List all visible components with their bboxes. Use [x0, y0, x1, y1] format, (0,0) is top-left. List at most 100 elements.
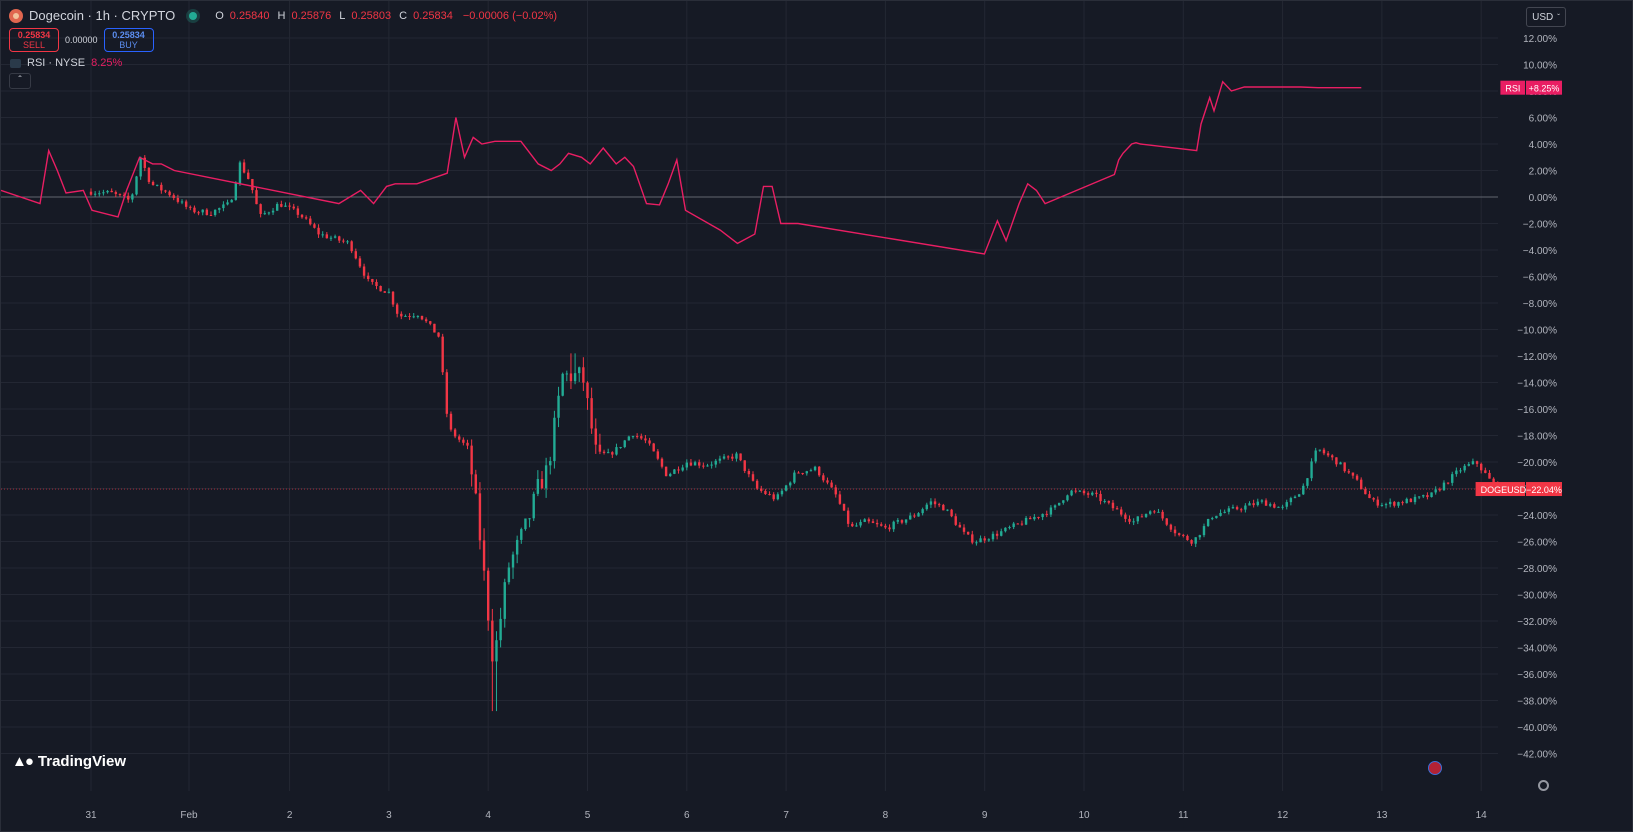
candle-body	[478, 493, 482, 541]
y-axis-tick-label: 12.00%	[1523, 34, 1557, 45]
tradingview-logo[interactable]: ▲● TradingView	[12, 753, 126, 770]
y-axis-tick-label: −4.00%	[1523, 246, 1557, 257]
candle-body	[867, 519, 871, 522]
buy-label: BUY	[119, 40, 138, 50]
candle	[309, 215, 312, 226]
candle-body	[979, 538, 982, 543]
collapse-legend-button[interactable]: ˆ	[9, 73, 31, 89]
candle	[656, 449, 660, 461]
candle-body	[813, 466, 817, 471]
rsi-last-tag-label: RSI	[1505, 84, 1520, 94]
candle-body	[549, 461, 552, 466]
candle-body	[1297, 494, 1301, 497]
candle-body	[1384, 504, 1388, 506]
candle	[524, 518, 527, 531]
buy-button[interactable]: 0.25834 BUY	[103, 28, 154, 52]
candle-body	[201, 209, 204, 213]
candle-body	[391, 291, 395, 305]
candle	[793, 470, 796, 484]
candle-body	[1405, 498, 1408, 504]
candle-body	[147, 167, 151, 182]
candle-body	[747, 470, 751, 475]
sell-button[interactable]: 0.25834 SELL	[9, 28, 59, 52]
candle	[805, 470, 808, 476]
candle	[826, 477, 829, 485]
y-axis-tick-label: 10.00%	[1523, 61, 1557, 72]
candle	[267, 211, 271, 216]
candle	[565, 370, 569, 382]
candle-body	[230, 199, 233, 203]
currency-select[interactable]: USD ˇ	[1526, 7, 1566, 27]
candle	[706, 463, 709, 467]
candle	[1405, 497, 1408, 504]
market-status-icon[interactable]	[189, 11, 198, 20]
candle-body	[474, 474, 477, 494]
candle-body	[917, 513, 920, 517]
candle-body	[453, 429, 457, 437]
candle-body	[590, 398, 593, 429]
candle-body	[350, 241, 353, 252]
x-axis-tick-label: 31	[85, 810, 97, 821]
candle-body	[884, 525, 887, 528]
candle-body	[594, 428, 597, 445]
candle	[925, 502, 928, 511]
candle-body	[1459, 470, 1462, 472]
candle-body	[995, 533, 999, 536]
candle	[127, 192, 130, 203]
candle-body	[1173, 529, 1177, 534]
trade-panel: 0.25834 SELL 0.00000 0.25834 BUY	[9, 28, 154, 52]
candle	[1331, 454, 1334, 461]
settings-gear-icon[interactable]	[1538, 780, 1549, 791]
candle-body	[445, 372, 449, 414]
candle-body	[89, 191, 93, 195]
candle	[602, 449, 606, 455]
symbol-title[interactable]: Dogecoin · 1h · CRYPTO	[29, 8, 176, 23]
candle	[532, 491, 535, 521]
candle	[698, 459, 701, 469]
candle-body	[247, 172, 250, 179]
candle	[1049, 505, 1053, 517]
symbol-header: Dogecoin · 1h · CRYPTO O 0.25840 H 0.25876…	[9, 8, 557, 23]
candle-body	[1004, 527, 1007, 532]
candle-body	[1260, 500, 1264, 502]
candle-body	[1376, 499, 1379, 506]
candle-body	[511, 554, 515, 568]
candle	[913, 513, 916, 519]
candle-body	[958, 524, 962, 528]
candle-body	[933, 501, 937, 505]
candle	[834, 484, 837, 498]
candle-body	[400, 313, 403, 317]
candle-body	[209, 214, 213, 216]
candle	[809, 468, 813, 472]
candle-body	[1393, 501, 1396, 506]
indicator-legend[interactable]: RSI · NYSE 8.25%	[10, 57, 122, 69]
candle	[358, 256, 362, 269]
candle	[1020, 520, 1024, 526]
candle	[726, 455, 730, 460]
candle-body	[499, 618, 502, 641]
candle	[1335, 457, 1338, 467]
candle-body	[1417, 496, 1421, 498]
sell-price: 0.25834	[17, 30, 51, 40]
candle	[1194, 537, 1197, 548]
candle-body	[635, 436, 639, 438]
candle-body	[1223, 511, 1226, 513]
candle	[304, 215, 308, 220]
candle-body	[1136, 516, 1139, 522]
candle	[971, 530, 974, 545]
candle	[1318, 449, 1322, 452]
candle	[1103, 498, 1106, 504]
candle-body	[379, 286, 382, 292]
candle-body	[1033, 516, 1036, 520]
candle-body	[731, 456, 734, 459]
candle	[429, 320, 432, 326]
candle-body	[1360, 479, 1363, 490]
candle-body	[1053, 505, 1057, 508]
x-axis-tick-label: 11	[1178, 810, 1189, 821]
candle-body	[1252, 503, 1255, 506]
candle-body	[1215, 515, 1218, 519]
events-flag-icon[interactable]	[1428, 761, 1442, 775]
candle	[590, 387, 593, 434]
candle	[453, 428, 457, 439]
